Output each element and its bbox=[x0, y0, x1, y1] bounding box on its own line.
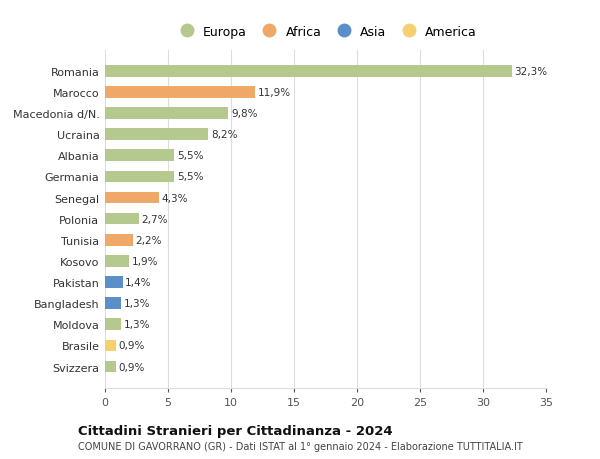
Text: 9,8%: 9,8% bbox=[231, 109, 257, 119]
Text: 2,7%: 2,7% bbox=[142, 214, 168, 224]
Bar bbox=[105, 66, 512, 78]
Bar bbox=[105, 108, 229, 120]
Bar bbox=[105, 319, 121, 330]
Text: 8,2%: 8,2% bbox=[211, 130, 238, 140]
Text: 4,3%: 4,3% bbox=[162, 193, 188, 203]
Text: 1,4%: 1,4% bbox=[125, 277, 152, 287]
Bar bbox=[105, 213, 139, 225]
Text: 1,3%: 1,3% bbox=[124, 319, 151, 330]
Text: COMUNE DI GAVORRANO (GR) - Dati ISTAT al 1° gennaio 2024 - Elaborazione TUTTITAL: COMUNE DI GAVORRANO (GR) - Dati ISTAT al… bbox=[78, 441, 523, 451]
Text: 32,3%: 32,3% bbox=[515, 67, 548, 77]
Bar bbox=[105, 150, 175, 162]
Bar bbox=[105, 277, 122, 288]
Legend: Europa, Africa, Asia, America: Europa, Africa, Asia, America bbox=[172, 23, 479, 41]
Bar bbox=[105, 192, 159, 204]
Bar bbox=[105, 129, 208, 140]
Bar bbox=[105, 298, 121, 309]
Text: 1,3%: 1,3% bbox=[124, 298, 151, 308]
Bar bbox=[105, 235, 133, 246]
Text: 1,9%: 1,9% bbox=[131, 256, 158, 266]
Bar bbox=[105, 361, 116, 373]
Text: 0,9%: 0,9% bbox=[119, 362, 145, 372]
Text: 5,5%: 5,5% bbox=[177, 151, 203, 161]
Text: Cittadini Stranieri per Cittadinanza - 2024: Cittadini Stranieri per Cittadinanza - 2… bbox=[78, 424, 392, 437]
Text: 11,9%: 11,9% bbox=[257, 88, 290, 98]
Text: 2,2%: 2,2% bbox=[135, 235, 162, 245]
Bar bbox=[105, 171, 175, 183]
Bar bbox=[105, 340, 116, 352]
Bar bbox=[105, 256, 129, 267]
Text: 5,5%: 5,5% bbox=[177, 172, 203, 182]
Text: 0,9%: 0,9% bbox=[119, 341, 145, 351]
Bar bbox=[105, 87, 255, 99]
